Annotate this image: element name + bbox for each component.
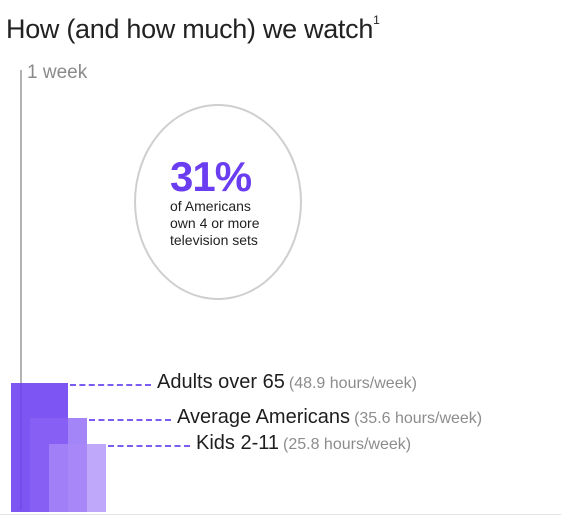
leader-line xyxy=(70,384,151,387)
chart-title: How (and how much) we watch1 xyxy=(6,13,380,45)
week-axis-line xyxy=(20,70,22,510)
series-name: Kids 2-11 xyxy=(196,432,280,455)
series-label: Adults over 65 (48.9 hours/week) xyxy=(157,371,417,394)
stat-line: of Americans xyxy=(170,198,251,214)
leader-line xyxy=(108,445,190,448)
series-label: Average Americans (35.6 hours/week) xyxy=(177,406,482,429)
axis-top-label: 1 week xyxy=(27,62,88,83)
leader-line xyxy=(89,419,171,422)
stat-circle xyxy=(134,104,302,300)
bar-kids-2-11 xyxy=(49,444,106,512)
title-footnote-marker: 1 xyxy=(373,13,380,27)
series-value-label: (48.9 hours/week) xyxy=(288,375,417,393)
stat-line: own 4 or more xyxy=(170,215,260,231)
chart-title-text: How (and how much) we watch xyxy=(6,14,374,44)
series-value-label: (35.6 hours/week) xyxy=(354,410,483,428)
stat-description: of Americans own 4 or more television se… xyxy=(170,198,300,249)
series-name: Adults over 65 xyxy=(157,371,285,394)
stat-value: 31% xyxy=(170,153,252,200)
series-value-label: (25.8 hours/week) xyxy=(283,436,412,454)
series-label: Kids 2-11 (25.8 hours/week) xyxy=(196,432,411,455)
chart-baseline xyxy=(0,514,561,515)
stat-line: television sets xyxy=(170,232,258,248)
series-name: Average Americans xyxy=(177,406,351,429)
